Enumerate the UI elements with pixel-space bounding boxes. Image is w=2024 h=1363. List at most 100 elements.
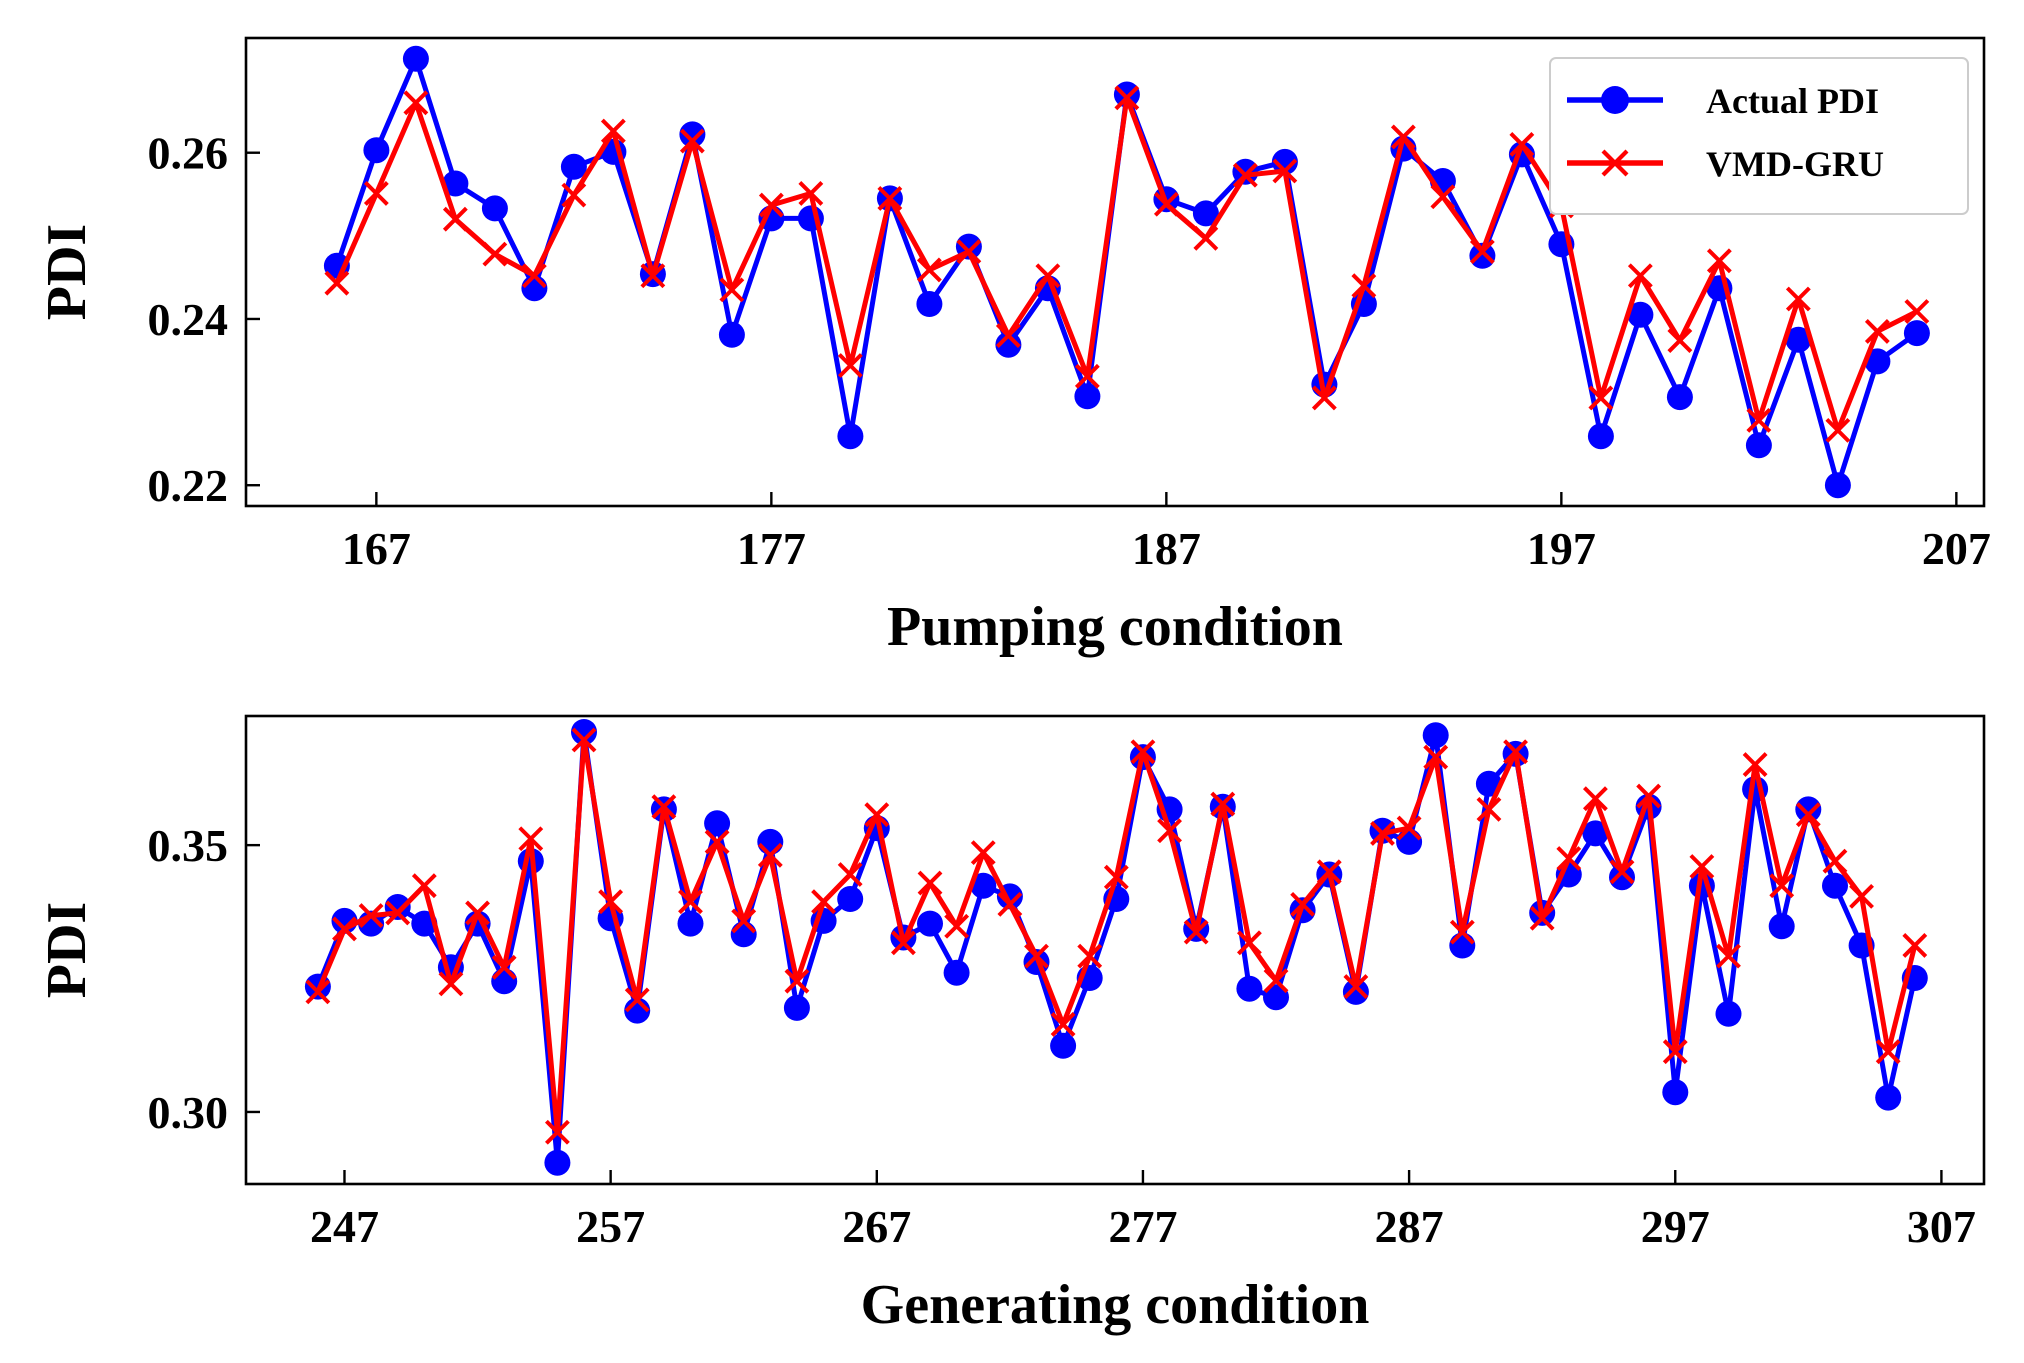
pumping-predicted-point [600, 118, 626, 144]
generating-predicted-point [385, 900, 411, 926]
generating-actual-point [491, 968, 518, 995]
generating-predicted-point [811, 889, 836, 915]
generating-actual-point [1263, 984, 1289, 1011]
generating-predicted-point [1769, 873, 1795, 899]
pumping-predicted-point [1272, 158, 1298, 184]
pumping-predicted-point [640, 263, 666, 289]
pumping-actual-point [995, 331, 1022, 358]
generating-actual-point [783, 994, 810, 1021]
generating-predicted-point [518, 826, 544, 852]
legend-actual-label: Actual PDI [1706, 81, 1879, 121]
pumping-predicted-point [1351, 273, 1377, 299]
generating-predicted-point [678, 889, 703, 915]
pumping-actual-point [1192, 200, 1219, 227]
generating-predicted-point [1795, 802, 1821, 828]
pumping-predicted-point [1153, 191, 1179, 217]
pumping-actual-point [560, 153, 587, 180]
pumping-plot-frame [244, 36, 1986, 508]
generating-predicted-point [358, 903, 384, 928]
pumping-actual-point [1232, 158, 1259, 185]
generating-predicted-point [731, 908, 757, 934]
pumping-predicted-point [1864, 319, 1890, 344]
pumping-actual-point [916, 291, 943, 317]
generating-actual-point [730, 921, 757, 948]
generating-predicted-point [1875, 1039, 1901, 1065]
generating-actual-point [1342, 978, 1369, 1005]
generating-predicted-point [411, 873, 437, 899]
pumping-predicted-point [1667, 328, 1693, 353]
pumping-y-axis-label: PDI [36, 224, 98, 320]
pumping-predicted-point [916, 257, 942, 283]
pumping-predicted-point [1390, 124, 1416, 150]
generating-chart: 247 257 267 277 287 297 307 0.30 0.35 Generating… [36, 714, 1986, 1336]
generating-predicted-point [1024, 943, 1049, 969]
generating-predicted-point [1343, 974, 1369, 999]
pumping-actual-point [1824, 472, 1851, 499]
pumping-actual-point [1469, 242, 1496, 269]
generating-predicted-point [864, 802, 890, 828]
legend-box [1549, 57, 1969, 215]
generating-predicted-point [1662, 1039, 1688, 1065]
generating-predicted-point [1849, 883, 1874, 909]
pumping-x-tick-label: 207 [1922, 523, 1991, 574]
legend-actual-marker [1601, 86, 1629, 114]
generating-predicted-point [1609, 859, 1635, 885]
pumping-x-tick-label: 187 [1132, 523, 1201, 574]
generating-x-tick-label: 247 [310, 1201, 379, 1252]
pumping-predicted-point [1114, 85, 1140, 111]
pumping-x-axis-label: Pumping condition [887, 596, 1343, 658]
generating-actual-point [943, 959, 970, 986]
generating-predicted-point [1689, 854, 1715, 879]
legend-predicted-label: VMD-GRU [1706, 144, 1884, 184]
generating-predicted-point [997, 891, 1023, 917]
pumping-predicted-point [798, 181, 824, 206]
pumping-actual-point [718, 321, 745, 348]
generating-predicted-point [651, 794, 677, 820]
pumping-x-tick-label: 167 [342, 523, 411, 574]
generating-predicted-point [1636, 783, 1662, 809]
pumping-predicted-point [1193, 225, 1219, 251]
generating-predicted-point [624, 987, 650, 1013]
pumping-predicted-point [995, 323, 1021, 349]
pumping-predicted-point [1469, 239, 1495, 265]
generating-actual-point [1822, 872, 1848, 899]
generating-x-tick-label: 277 [1108, 1201, 1177, 1252]
generating-predicted-point [1503, 739, 1528, 765]
pumping-chart: 167 177 187 197 207 0.22 0.24 0.26 Pumping cond… [36, 36, 1991, 658]
pumping-predicted-point [482, 241, 508, 267]
generating-predicted-point [1103, 864, 1129, 890]
generating-actual-point [571, 719, 597, 745]
pumping-predicted-point [442, 206, 468, 232]
pumping-actual-point [1864, 348, 1891, 375]
generating-actual-point [677, 910, 704, 937]
generating-y-tick-label: 0.30 [148, 1087, 229, 1138]
pumping-predicted-point [324, 270, 350, 296]
generating-predicted-point [332, 916, 357, 942]
pumping-actual-point [1903, 320, 1930, 347]
generating-predicted-point [970, 840, 996, 866]
generating-actual-point [1582, 820, 1609, 847]
pumping-actual-point [402, 45, 429, 72]
pumping-predicted-point [1588, 385, 1614, 411]
generating-actual-point [1875, 1084, 1902, 1111]
generating-predicted-point [837, 862, 863, 887]
generating-actual-point [1662, 1079, 1689, 1106]
generating-actual-point [1715, 1000, 1742, 1027]
generating-predicted-point [1582, 786, 1608, 812]
pumping-predicted-point [758, 192, 784, 218]
pumping-actual-point [363, 137, 390, 164]
pumping-actual-point [1745, 432, 1772, 459]
generating-predicted-point [757, 842, 783, 868]
generating-predicted-point [438, 971, 464, 997]
generating-predicted-point [571, 727, 597, 753]
pumping-predicted-point [719, 277, 745, 303]
pumping-x-tick-label: 177 [737, 523, 806, 574]
generating-predicted-point [1290, 891, 1316, 917]
generating-predicted-point [1822, 848, 1848, 874]
pumping-actual-point [1627, 301, 1654, 328]
generating-predicted-point [1476, 796, 1502, 822]
pumping-y-tick-label: 0.22 [148, 460, 229, 511]
generating-predicted-point [1529, 905, 1555, 931]
generating-actual-point [1795, 796, 1822, 823]
pumping-actual-point [481, 195, 508, 222]
